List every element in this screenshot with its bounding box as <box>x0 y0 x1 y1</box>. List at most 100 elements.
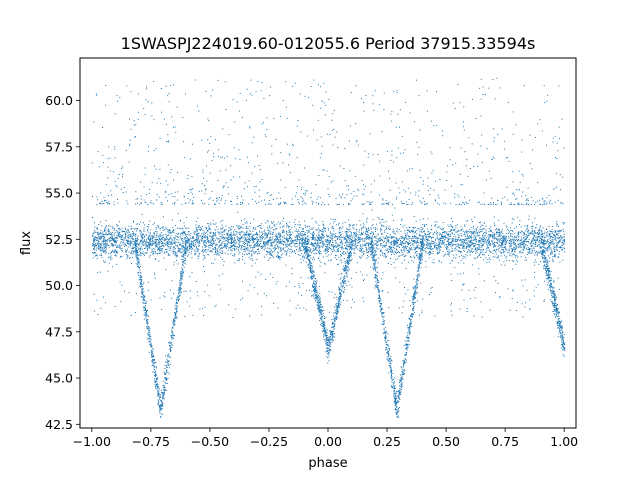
data-point <box>435 244 437 246</box>
data-point <box>104 229 105 231</box>
data-point <box>387 236 389 238</box>
data-point <box>553 246 555 248</box>
data-point <box>488 254 490 256</box>
data-point <box>380 250 381 252</box>
data-point <box>555 248 557 250</box>
data-point <box>449 238 451 240</box>
data-point <box>165 244 167 246</box>
data-point <box>470 232 472 234</box>
data-point <box>173 229 175 231</box>
data-point <box>351 258 353 260</box>
data-point <box>452 240 454 242</box>
data-point <box>235 248 237 250</box>
data-point <box>488 243 490 244</box>
data-point <box>303 231 304 232</box>
data-point <box>244 234 246 236</box>
data-point <box>142 237 143 239</box>
data-point <box>464 234 466 236</box>
data-point <box>283 244 284 246</box>
data-point <box>123 241 125 243</box>
data-point <box>99 231 101 233</box>
data-point <box>241 235 243 237</box>
data-point <box>253 238 255 240</box>
data-point <box>395 244 397 246</box>
data-point <box>346 245 347 247</box>
data-point <box>354 237 356 239</box>
data-point <box>196 229 198 231</box>
data-point <box>277 246 278 248</box>
data-point <box>505 255 507 257</box>
data-point <box>139 230 140 232</box>
data-point <box>304 256 306 258</box>
data-point <box>204 250 206 252</box>
data-point <box>330 249 332 251</box>
data-point <box>319 237 321 239</box>
data-point <box>238 240 240 242</box>
data-point <box>154 239 156 240</box>
data-point <box>375 243 377 245</box>
data-point <box>524 238 526 240</box>
data-point <box>369 243 371 245</box>
data-point <box>166 234 168 236</box>
data-point <box>461 244 463 246</box>
data-point <box>243 254 245 255</box>
data-point <box>174 241 176 243</box>
data-point <box>407 238 409 240</box>
data-point <box>408 238 410 240</box>
data-point <box>393 262 395 264</box>
data-point <box>412 229 414 231</box>
data-point <box>430 248 432 250</box>
data-point <box>168 238 170 240</box>
data-point <box>149 234 150 236</box>
data-point <box>300 239 302 241</box>
data-point <box>387 263 389 264</box>
data-point <box>193 233 195 235</box>
data-point <box>436 235 438 237</box>
data-point <box>418 234 420 236</box>
data-point <box>320 242 322 244</box>
data-point <box>122 244 124 246</box>
data-point <box>206 241 208 243</box>
data-point <box>330 253 332 255</box>
data-point <box>393 244 395 246</box>
data-point <box>346 232 347 234</box>
data-point <box>401 241 403 243</box>
data-point <box>148 236 150 238</box>
data-point <box>211 251 213 253</box>
data-point <box>94 226 96 228</box>
data-point <box>322 232 324 234</box>
data-point <box>146 244 148 246</box>
data-point <box>151 248 153 250</box>
data-point <box>307 243 309 245</box>
data-point <box>248 242 250 244</box>
data-point <box>558 225 559 227</box>
data-point <box>143 230 145 232</box>
data-point <box>381 233 383 235</box>
data-point <box>175 251 177 253</box>
data-point <box>507 239 508 241</box>
data-point <box>532 239 534 241</box>
data-point <box>542 233 544 235</box>
data-point <box>408 240 410 242</box>
data-point <box>223 234 225 236</box>
data-point <box>212 235 214 237</box>
data-point <box>394 244 395 245</box>
data-point <box>501 248 503 250</box>
data-point <box>377 262 379 264</box>
data-point <box>220 242 222 244</box>
data-point <box>249 237 251 239</box>
data-point <box>258 234 260 236</box>
data-point <box>464 240 466 241</box>
data-point <box>472 228 474 230</box>
data-point <box>173 242 175 244</box>
data-point <box>181 238 183 240</box>
data-point <box>427 239 429 241</box>
data-point <box>209 232 211 233</box>
data-point <box>239 227 240 229</box>
data-point <box>271 251 273 253</box>
data-point <box>222 228 223 230</box>
data-point <box>211 245 213 247</box>
data-point <box>181 251 183 253</box>
data-point <box>232 241 234 243</box>
data-point <box>311 244 313 246</box>
